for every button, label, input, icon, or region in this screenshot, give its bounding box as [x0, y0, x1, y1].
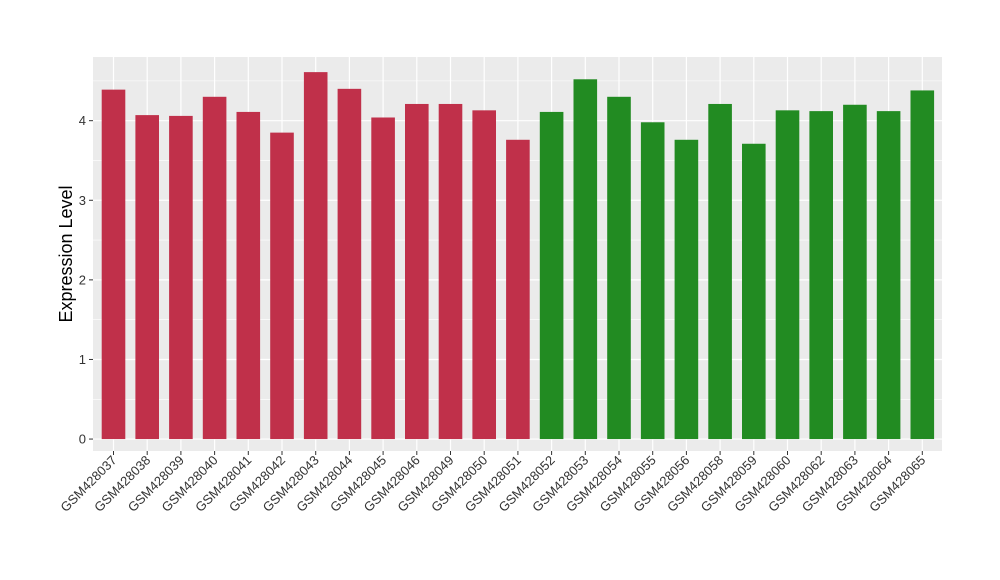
bar-GSM428052	[539, 111, 564, 440]
bar-GSM428060	[775, 110, 800, 440]
bar-GSM428050	[472, 110, 496, 440]
bar-GSM428055	[640, 122, 665, 440]
x-axis: GSM428037GSM428038GSM428039GSM428040GSM4…	[57, 451, 928, 515]
bar-GSM428063	[843, 104, 867, 440]
bar-GSM428054	[607, 96, 631, 440]
y-tick-label: 2	[79, 272, 86, 287]
bar-GSM428049	[438, 103, 463, 440]
bar-GSM428043	[303, 72, 328, 440]
y-tick-label: 1	[79, 352, 86, 367]
bar-GSM428058	[708, 103, 732, 440]
bar-GSM428065	[910, 90, 935, 440]
bar-GSM428037	[101, 89, 126, 440]
y-tick-label: 3	[79, 193, 86, 208]
y-axis-title: Expression Level	[56, 185, 76, 322]
bar-GSM428046	[405, 103, 429, 440]
y-tick-label: 4	[79, 113, 86, 128]
y-tick-label: 0	[79, 432, 86, 447]
bar-GSM428051	[506, 139, 530, 440]
bar-GSM428039	[169, 115, 193, 440]
bar-GSM428056	[674, 139, 699, 440]
bar-GSM428053	[573, 79, 598, 440]
bar-GSM428064	[876, 111, 901, 440]
bar-GSM428041	[236, 111, 261, 440]
bar-GSM428038	[135, 115, 159, 440]
bars	[101, 72, 935, 440]
bar-GSM428059	[742, 143, 766, 440]
bar-GSM428045	[371, 117, 395, 440]
y-axis: 0 1 2 3 4	[79, 113, 93, 447]
bar-GSM428062	[809, 111, 833, 440]
bar-GSM428042	[270, 132, 294, 440]
bar-GSM428040	[202, 96, 227, 440]
bar-GSM428044	[337, 88, 362, 440]
